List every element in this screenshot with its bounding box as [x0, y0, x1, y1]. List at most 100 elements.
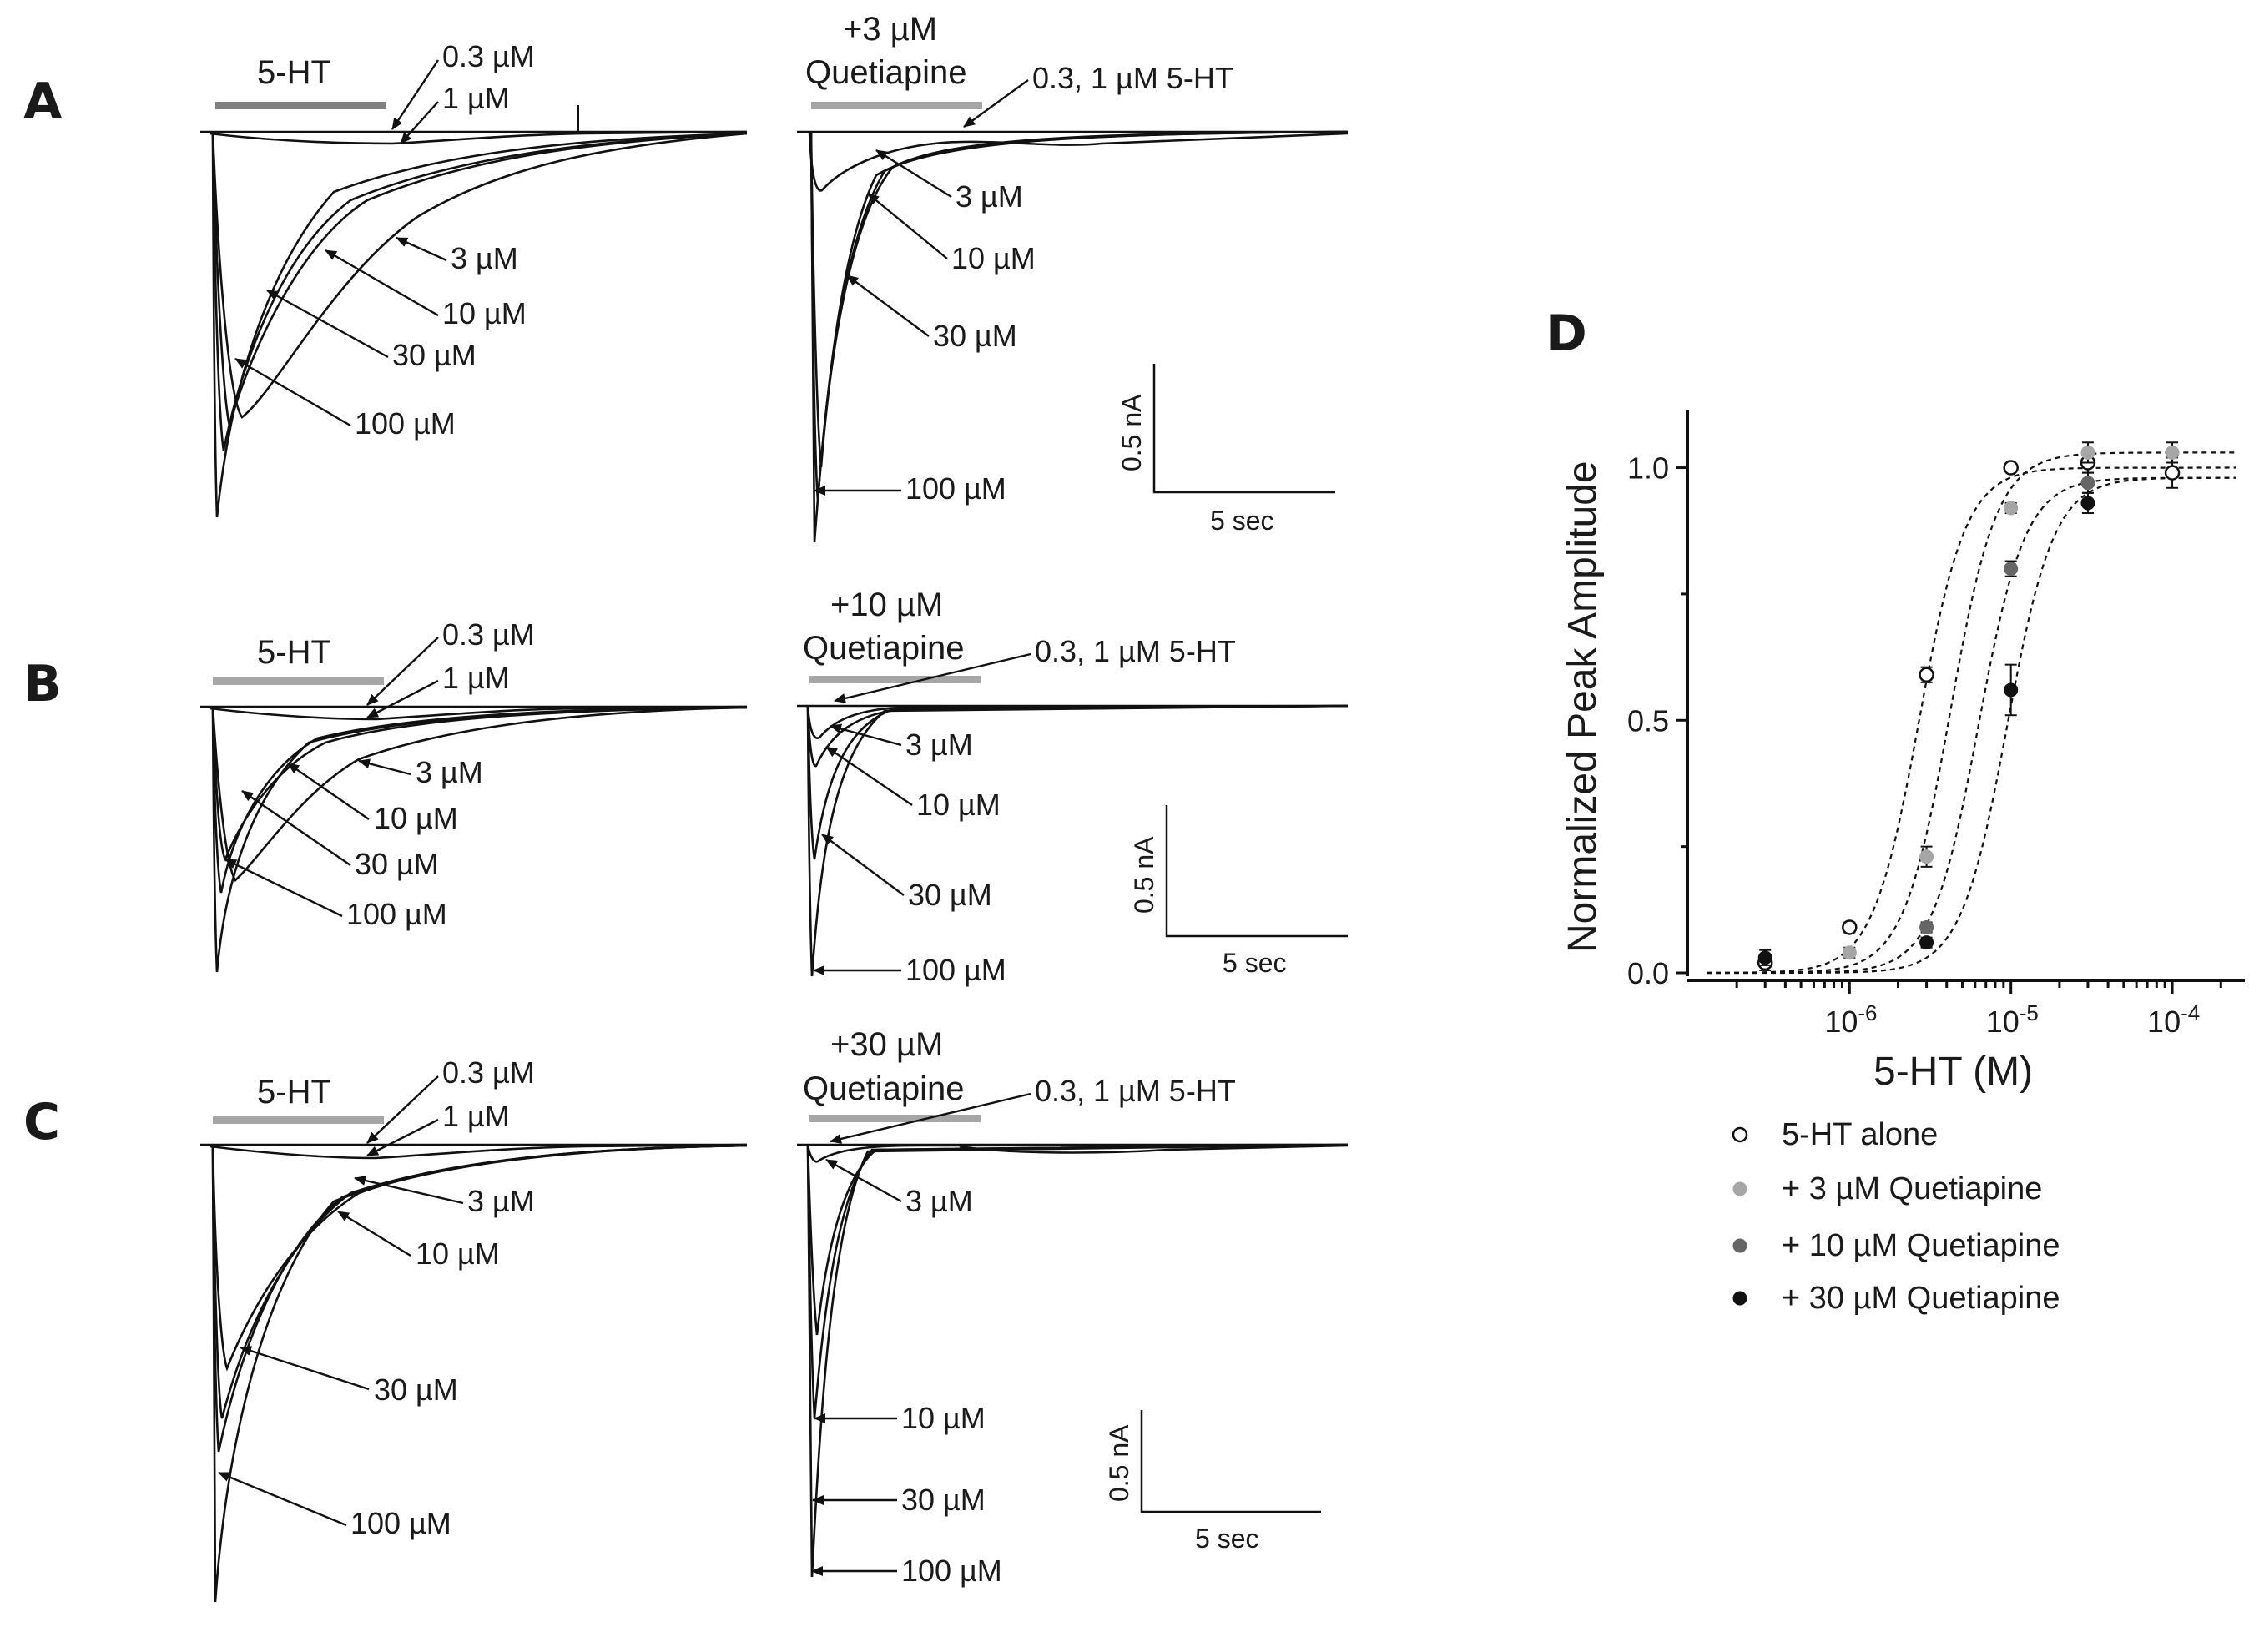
- panel-c-left-traces: 5-HT 0.3 µM 1 µM 3 µM 10 µM 30 µM 100 µM: [200, 1055, 748, 1603]
- arrow-b-1: [366, 679, 439, 719]
- panel-b-r-label-3: 3 µM: [905, 728, 973, 762]
- panel-c-label-10: 10 µM: [416, 1236, 500, 1271]
- data-point-series-2: [2004, 562, 2019, 577]
- x-tick-label: 10-6: [1824, 1000, 1877, 1039]
- legend-marker-2: [1732, 1238, 1747, 1253]
- legend-label-2: + 10 µM Quetiapine: [1782, 1228, 2060, 1263]
- arrow-ar-10: [867, 193, 948, 259]
- panel-a-label-0.3: 0.3 µM: [442, 39, 535, 73]
- arrow-c-100: [218, 1471, 347, 1527]
- trace-30um: [211, 131, 748, 451]
- arrow-cr-0.3: [830, 1092, 1031, 1144]
- panel-c-letter: C: [23, 1093, 60, 1151]
- arrow-ar-3: [875, 149, 952, 199]
- scale-y-label: 0.5 nA: [1129, 836, 1159, 914]
- trace-r-3um: [808, 131, 1349, 192]
- panel-d: D Normalized Peak Amplitude 5-HT (M) 0.0…: [1546, 305, 2245, 1316]
- x-axis-title: 5-HT (M): [1873, 1050, 2033, 1094]
- trace-rb-3um: [806, 704, 1349, 739]
- arrow-c-30: [240, 1346, 370, 1391]
- panel-c-label-3: 3 µM: [467, 1184, 535, 1218]
- y-axis-title: Normalized Peak Amplitude: [1561, 461, 1605, 953]
- trace-rb-100um: [806, 704, 1349, 977]
- arrow-ar-30: [846, 274, 930, 337]
- panel-c-r-label-100: 100 µM: [901, 1554, 1002, 1588]
- panel-b-letter: B: [23, 655, 62, 713]
- panel-a-r-label-10: 10 µM: [951, 241, 1036, 275]
- arrow-b-10: [287, 763, 370, 820]
- panel-c-5ht-bar: [213, 1116, 384, 1124]
- trace-rb-10um: [806, 704, 1349, 768]
- data-point-series-2: [1919, 920, 1934, 935]
- trace-rc-100um: [806, 1143, 1349, 1578]
- y-tick-label: 0.5: [1627, 703, 1669, 738]
- trace-r-100um: [809, 130, 1349, 543]
- scale-bar-lines: [1140, 1410, 1321, 1513]
- arrow-a-3: [396, 236, 447, 262]
- trace-100um: [211, 131, 748, 518]
- arrow-br-30: [821, 834, 905, 896]
- data-point-series-0: [1842, 919, 1858, 935]
- arrow-b-0.3: [366, 637, 439, 706]
- panel-a-left-traces: 5-HT 0.3 µM 1 µM 3 µM 10 µM 30 µM 100 µM: [200, 39, 748, 518]
- legend-marker-3: [1732, 1291, 1747, 1306]
- panel-c-5ht-label: 5-HT: [257, 1074, 331, 1111]
- panel-b-label-30: 30 µM: [355, 847, 439, 881]
- panel-a-quet-bar: [811, 102, 982, 109]
- panel-b-right-traces: +10 µM Quetiapine 0.3, 1 µM 5-HT 3 µM 10…: [797, 587, 1349, 987]
- trace-rc-3um: [806, 1143, 1349, 1163]
- panel-a-label-100: 100 µM: [355, 406, 456, 441]
- panel-a-r-label-3: 3 µM: [956, 179, 1023, 214]
- panel-a-r-label-0.3-1: 0.3, 1 µM 5-HT: [1032, 61, 1233, 95]
- fit-line-3: [1707, 476, 2236, 975]
- trace-10um: [211, 131, 748, 426]
- panel-c-quet-line2: Quetiapine: [803, 1070, 964, 1107]
- panel-b-label-1: 1 µM: [442, 661, 510, 695]
- trace-rc-30um: [806, 1143, 1349, 1419]
- arrow-br-3: [830, 723, 902, 747]
- arrow-c-10: [337, 1210, 411, 1257]
- arrow-c-0.3: [366, 1075, 439, 1144]
- chart-points: [1757, 441, 2181, 971]
- trace-b-3um: [211, 706, 748, 882]
- panel-a-quet-line1: +3 µM: [843, 11, 937, 48]
- panel-a-label-1: 1 µM: [442, 81, 510, 115]
- panel-b-r-label-100: 100 µM: [905, 953, 1006, 987]
- panel-c-r-label-30: 30 µM: [901, 1483, 986, 1517]
- chart-legend: 5-HT alone + 3 µM Quetiapine + 10 µM Queti…: [1732, 1117, 2060, 1316]
- panel-c-r-label-10: 10 µM: [901, 1401, 986, 1435]
- legend-marker-0: [1732, 1126, 1748, 1143]
- panel-b-r-label-10: 10 µM: [916, 788, 1001, 822]
- trace-rc-10um: [806, 1143, 1349, 1336]
- scale-y-label: 0.5 nA: [1104, 1424, 1134, 1502]
- legend-label-3: + 30 µM Quetiapine: [1782, 1281, 2060, 1316]
- panel-c-quet-line1: +30 µM: [830, 1026, 943, 1063]
- arrow-a-30: [266, 289, 389, 359]
- panel-c-r-label-3: 3 µM: [905, 1184, 973, 1218]
- scale-bar-lines: [1165, 805, 1348, 938]
- trace-c-100um: [211, 1144, 748, 1603]
- trace-3um: [211, 131, 748, 419]
- panel-b-scale-bar: 0.5 nA 5 sec: [1129, 805, 1348, 978]
- arrow-b-3: [358, 758, 411, 776]
- data-point-series-1: [2165, 445, 2180, 460]
- data-point-series-3: [1919, 935, 1934, 950]
- panel-c-right-traces: +30 µM Quetiapine 0.3, 1 µM 5-HT 3 µM 10…: [797, 1026, 1349, 1588]
- panel-d-letter: D: [1546, 305, 1587, 363]
- data-point-series-1: [1919, 849, 1934, 864]
- y-tick-label: 0.0: [1627, 956, 1669, 990]
- panel-a-5ht-label: 5-HT: [257, 54, 331, 91]
- trace-r-10um: [809, 130, 1349, 468]
- data-point-series-2: [2080, 476, 2095, 491]
- chart-fits: [1707, 451, 2236, 975]
- data-point-series-3: [1757, 950, 1772, 965]
- data-point-series-0: [1919, 667, 1934, 683]
- arrow-br-0.3: [834, 652, 1031, 703]
- arrow-cr-3: [825, 1158, 902, 1203]
- panel-c-label-100: 100 µM: [350, 1506, 451, 1540]
- panel-b-label-0.3: 0.3 µM: [442, 617, 535, 652]
- panel-a-label-10: 10 µM: [442, 296, 527, 330]
- data-point-series-3: [2004, 682, 2019, 698]
- panel-a-letter: A: [23, 73, 63, 131]
